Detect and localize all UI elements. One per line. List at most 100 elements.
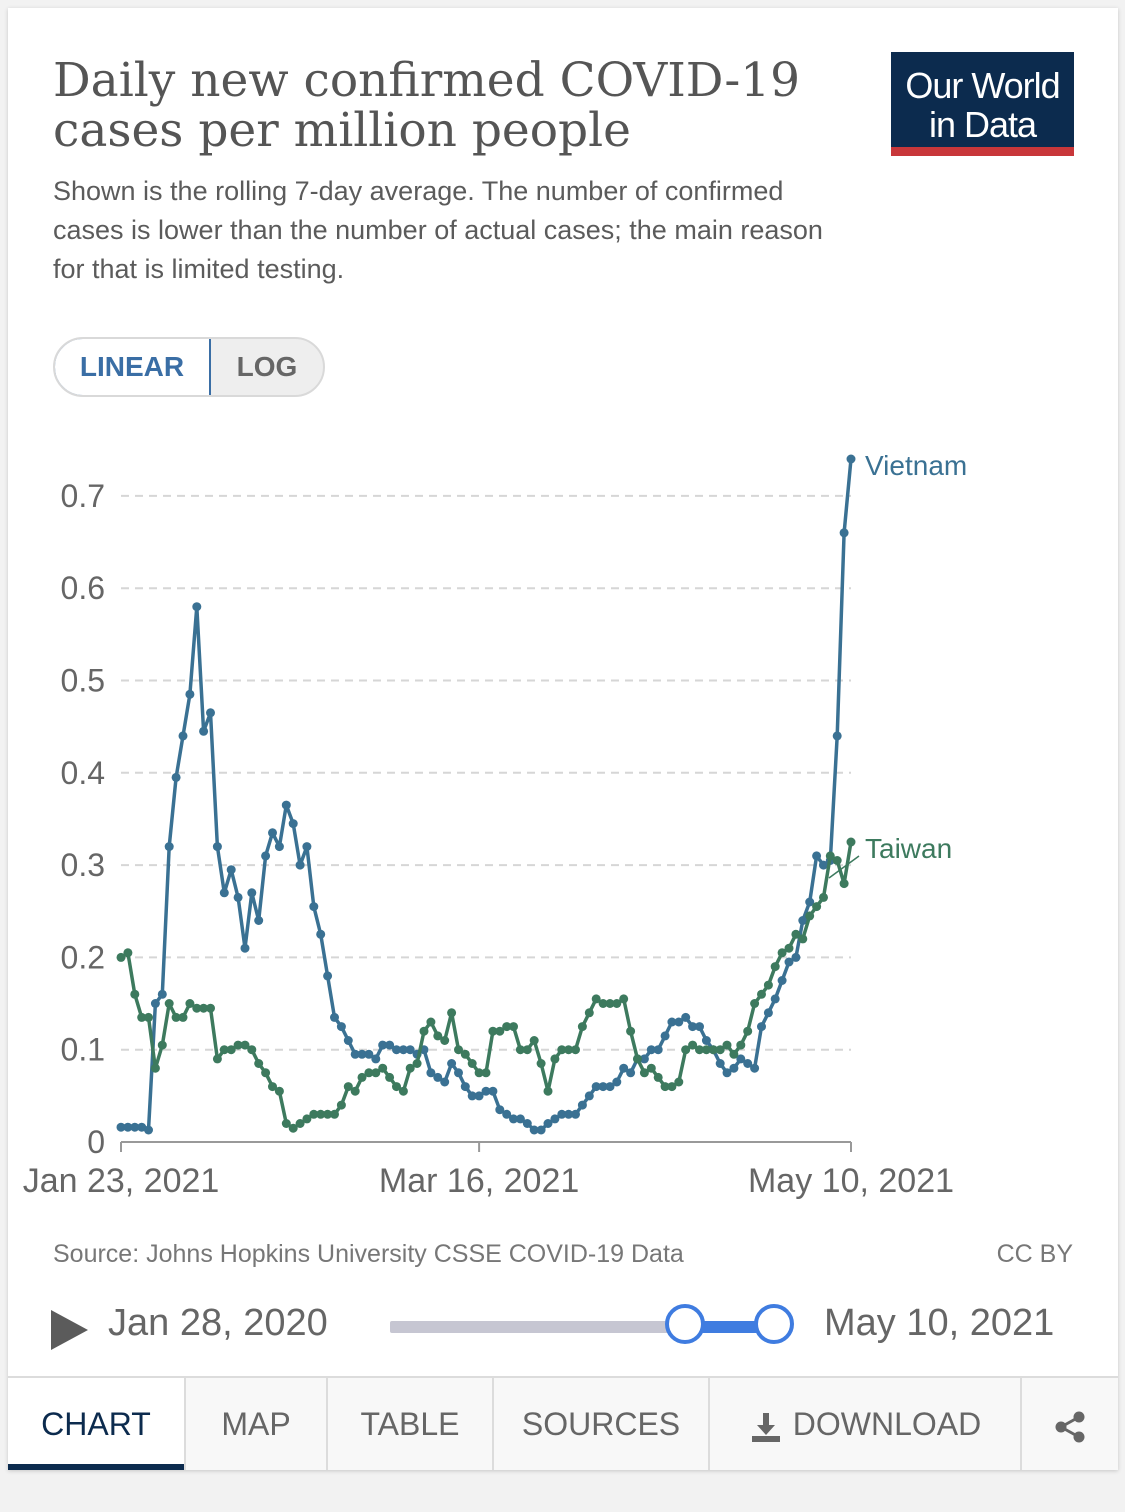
data-point[interactable] (233, 892, 243, 902)
data-point[interactable] (584, 1008, 594, 1018)
data-point[interactable] (144, 1125, 153, 1135)
data-point[interactable] (123, 948, 133, 958)
data-point[interactable] (812, 902, 822, 912)
data-point[interactable] (529, 1125, 539, 1135)
data-point[interactable] (254, 916, 264, 925)
data-point[interactable] (460, 1082, 470, 1092)
data-point[interactable] (323, 971, 333, 981)
data-point[interactable] (392, 1045, 401, 1055)
series-line[interactable] (120, 841, 853, 1130)
data-point[interactable] (715, 1045, 725, 1055)
data-point[interactable] (708, 1045, 718, 1055)
data-point[interactable] (137, 1122, 147, 1132)
data-point[interactable] (791, 929, 801, 939)
data-point[interactable] (137, 1012, 147, 1022)
timeline-start-handle[interactable] (665, 1304, 705, 1344)
data-point[interactable] (529, 1036, 539, 1045)
data-point[interactable] (536, 1059, 546, 1068)
data-point[interactable] (295, 860, 305, 870)
data-point[interactable] (426, 1068, 436, 1078)
data-point[interactable] (564, 1109, 574, 1119)
data-point[interactable] (701, 1036, 711, 1045)
data-point[interactable] (543, 1119, 553, 1128)
data-point[interactable] (798, 916, 808, 925)
data-point[interactable] (674, 1017, 684, 1027)
data-point[interactable] (695, 1022, 704, 1032)
data-point[interactable] (302, 842, 312, 852)
data-point[interactable] (247, 888, 257, 898)
owid-logo[interactable]: Our World in Data (891, 52, 1074, 156)
data-point[interactable] (288, 1123, 298, 1133)
data-point[interactable] (481, 1086, 491, 1096)
data-point[interactable] (488, 1086, 498, 1096)
data-point[interactable] (130, 1122, 140, 1132)
data-point[interactable] (736, 1040, 746, 1050)
data-point[interactable] (846, 454, 856, 464)
data-point[interactable] (536, 1125, 546, 1135)
data-point[interactable] (274, 1086, 284, 1096)
data-point[interactable] (316, 1109, 326, 1119)
data-point[interactable] (199, 1003, 209, 1013)
data-point[interactable] (467, 1091, 477, 1101)
timeline-end-handle[interactable] (754, 1304, 794, 1344)
data-point[interactable] (502, 1022, 512, 1032)
data-point[interactable] (185, 999, 195, 1008)
data-point[interactable] (309, 902, 319, 912)
data-point[interactable] (522, 1045, 532, 1055)
data-point[interactable] (206, 708, 215, 718)
data-point[interactable] (681, 1045, 691, 1055)
data-point[interactable] (150, 1063, 160, 1073)
data-point[interactable] (330, 1012, 339, 1022)
data-point[interactable] (116, 1122, 126, 1132)
data-point[interactable] (688, 1040, 698, 1050)
data-point[interactable] (474, 1068, 484, 1078)
data-point[interactable] (440, 1036, 450, 1045)
tab-table[interactable]: TABLE (326, 1378, 492, 1470)
data-point[interactable] (371, 1068, 381, 1078)
data-point[interactable] (364, 1068, 374, 1078)
data-point[interactable] (770, 994, 780, 1004)
data-point[interactable] (798, 934, 808, 944)
data-point[interactable] (281, 800, 291, 810)
data-point[interactable] (825, 851, 835, 861)
share-button[interactable] (1020, 1378, 1118, 1470)
data-point[interactable] (557, 1045, 567, 1055)
data-point[interactable] (591, 994, 601, 1004)
data-point[interactable] (357, 1049, 367, 1059)
data-point[interactable] (261, 1068, 271, 1078)
data-point[interactable] (791, 952, 801, 962)
data-point[interactable] (405, 1063, 415, 1073)
data-point[interactable] (557, 1109, 567, 1119)
data-point[interactable] (509, 1114, 518, 1124)
data-point[interactable] (343, 1082, 353, 1092)
data-point[interactable] (206, 1003, 215, 1013)
data-point[interactable] (722, 1068, 732, 1078)
data-point[interactable] (157, 989, 167, 999)
data-point[interactable] (192, 602, 202, 612)
data-point[interactable] (481, 1068, 491, 1078)
data-point[interactable] (598, 1082, 608, 1092)
data-point[interactable] (509, 1022, 518, 1032)
data-point[interactable] (426, 1017, 436, 1027)
data-point[interactable] (378, 1040, 388, 1050)
data-point[interactable] (846, 837, 856, 847)
data-point[interactable] (398, 1086, 408, 1096)
data-point[interactable] (832, 731, 842, 741)
data-point[interactable] (295, 1119, 305, 1128)
tab-chart[interactable]: CHART (8, 1378, 184, 1470)
data-point[interactable] (343, 1036, 353, 1045)
data-point[interactable] (226, 865, 236, 875)
series-line[interactable] (121, 458, 853, 1132)
data-point[interactable] (212, 1054, 222, 1064)
data-point[interactable] (653, 1045, 663, 1055)
data-point[interactable] (612, 999, 622, 1008)
data-point[interactable] (805, 897, 815, 907)
data-point[interactable] (736, 1054, 746, 1064)
data-point[interactable] (639, 1054, 649, 1064)
data-point[interactable] (226, 1045, 236, 1055)
data-point[interactable] (330, 1109, 339, 1119)
data-point[interactable] (385, 1072, 395, 1082)
data-point[interactable] (178, 731, 188, 741)
data-point[interactable] (502, 1109, 512, 1119)
data-point[interactable] (695, 1045, 704, 1055)
